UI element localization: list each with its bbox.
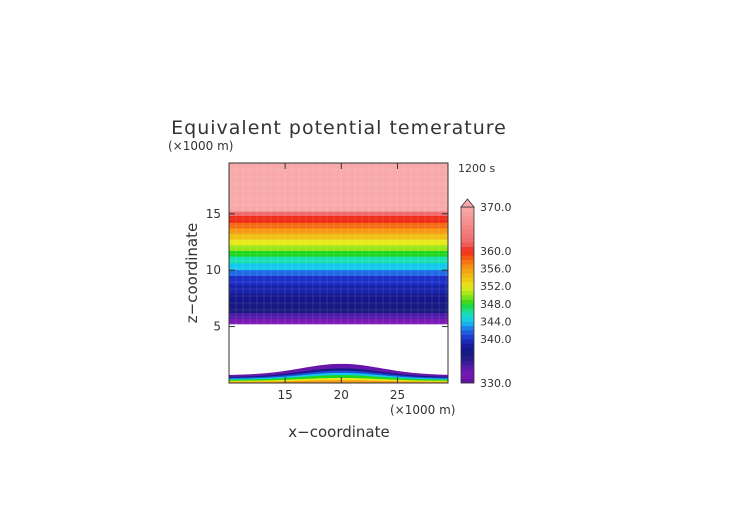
- x-axis-label: x−coordinate: [288, 423, 389, 441]
- colorbar-segment: [461, 365, 474, 371]
- colorbar-segment: [461, 321, 474, 327]
- plot-area: [229, 163, 448, 383]
- field-layer: [229, 263, 448, 271]
- field-layer: [229, 318, 448, 325]
- colorbar-segment: [461, 242, 474, 247]
- colorbar-segment: [461, 211, 474, 217]
- colorbar-segment: [461, 299, 474, 305]
- colorbar-segment: [461, 273, 474, 278]
- colorbar-segment: [461, 317, 474, 322]
- y-axis-label: z−coordinate: [183, 223, 201, 323]
- y-tick-label: 5: [213, 320, 221, 334]
- field-layer: [229, 313, 448, 320]
- colorbar-label: 330.0: [480, 377, 512, 390]
- plot-frame: [228, 162, 449, 384]
- field-layer: [229, 239, 448, 246]
- field-layer: [229, 275, 448, 286]
- colorbar-segment: [461, 374, 474, 379]
- colorbar-segment: [461, 286, 474, 291]
- colorbar-segment: [461, 264, 474, 269]
- field-layer: [229, 228, 448, 235]
- time-label: 1200 s: [458, 162, 495, 175]
- bubble-contour: [229, 380, 448, 383]
- field-layer: [229, 256, 448, 264]
- field-layer: [229, 245, 448, 252]
- y-tick-label: 10: [206, 263, 221, 277]
- field-layer: [229, 216, 448, 224]
- colorbar-label: 360.0: [480, 245, 512, 258]
- colorbar-segment: [461, 233, 474, 239]
- x-tick-label: 15: [278, 388, 293, 402]
- field-layer: [229, 270, 448, 277]
- colorbar-segment: [461, 229, 474, 234]
- field-layer: [229, 211, 448, 217]
- colorbar-label: 344.0: [480, 315, 512, 328]
- colorbar-segment: [461, 361, 474, 366]
- colorbar-segment: [461, 224, 474, 230]
- colorbar-label: 356.0: [480, 263, 512, 276]
- field-layer: [229, 234, 448, 241]
- x-axis: 15 20 25: [278, 163, 405, 402]
- colorbar-segment: [461, 246, 474, 252]
- field-layer: [229, 222, 448, 229]
- colorbar-segment: [461, 251, 474, 256]
- colorbar-segment: [461, 378, 474, 384]
- y-axis: 5 10 15: [206, 207, 448, 334]
- colorbar-segment: [461, 330, 474, 335]
- chart-title: Equivalent potential temerature: [171, 117, 507, 139]
- colorbar-segment: [461, 220, 474, 225]
- colorbar-segment: [461, 369, 474, 375]
- colorbar-segment: [461, 334, 474, 340]
- colorbar-segment: [461, 308, 474, 313]
- field-layer: [229, 301, 448, 308]
- colorbar-label: 348.0: [480, 298, 512, 311]
- y-tick-label: 15: [206, 207, 221, 221]
- field-layer: [229, 251, 448, 258]
- colorbar-segment: [461, 352, 474, 357]
- colorbar-segment: [461, 339, 474, 344]
- x-axis-unit: (×1000 m): [390, 403, 455, 417]
- x-tick-label: 20: [334, 388, 349, 402]
- colorbar-segment: [461, 343, 474, 349]
- y-axis-unit: (×1000 m): [168, 139, 233, 153]
- colorbar-segment: [461, 325, 474, 331]
- colorbar-segment: [461, 295, 474, 300]
- colorbar-segment: [461, 347, 474, 353]
- colorbar-segment: [461, 281, 474, 287]
- colorbar-segment: [461, 237, 474, 243]
- colorbar-label: 370.0: [480, 201, 512, 214]
- colorbar-segment: [461, 259, 474, 265]
- colorbar-segment: [461, 268, 474, 274]
- colorbar-segment: [461, 277, 474, 283]
- field-layer: [229, 163, 448, 213]
- colorbar-segment: [461, 255, 474, 261]
- colorbar-segment: [461, 207, 474, 212]
- field-layer: [229, 284, 448, 295]
- colorbar-segment: [461, 356, 474, 362]
- colorbar-label: 352.0: [480, 280, 512, 293]
- colorbar-segment: [461, 215, 474, 221]
- colorbar-label: 340.0: [480, 333, 512, 346]
- x-tick-label: 25: [390, 388, 405, 402]
- colorbar-segment: [461, 303, 474, 309]
- field-layer: [229, 307, 448, 314]
- colorbar-segment: [461, 312, 474, 318]
- colorbar: 370.0 360.0 356.0 352.0 348.0 344.0 340.0 330.0: [460, 198, 512, 390]
- colorbar-segment: [461, 290, 474, 296]
- colorbar-arrow: [460, 198, 475, 208]
- field-layer: [229, 293, 448, 303]
